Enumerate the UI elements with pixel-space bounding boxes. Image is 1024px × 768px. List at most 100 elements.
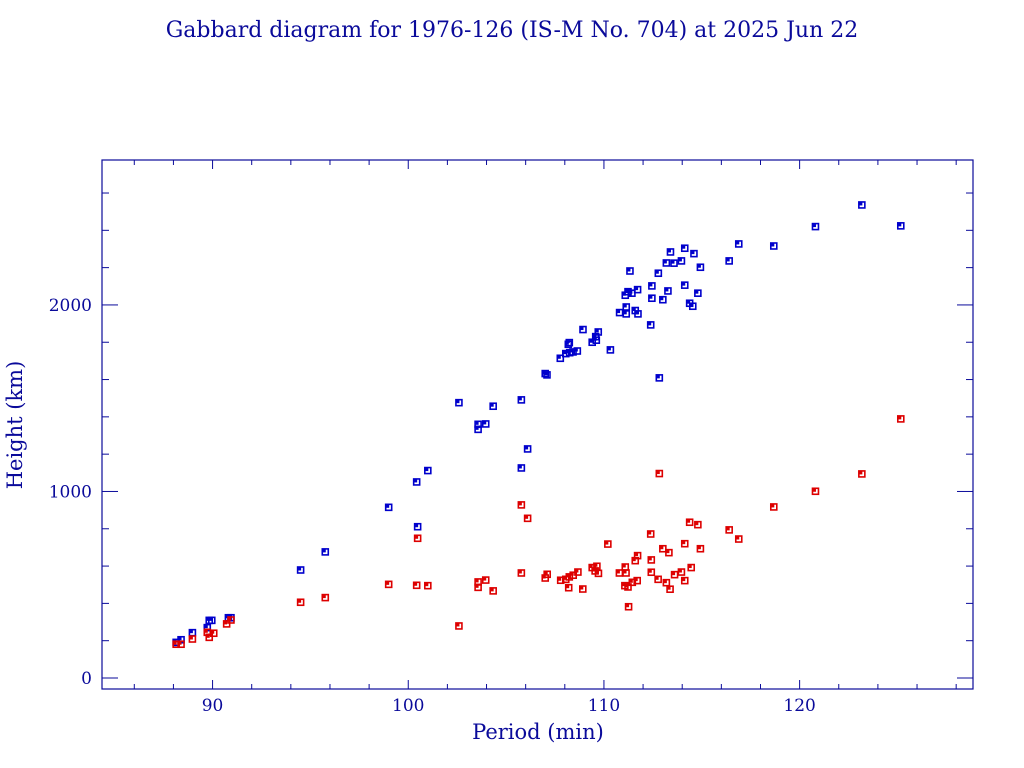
data-point-mark [322,549,326,553]
data-point [523,445,532,453]
data-point [474,425,482,434]
data-point [725,257,733,265]
data-point-mark [682,245,686,249]
data-point-mark [623,570,627,574]
data-point [222,620,231,628]
data-point [412,478,421,486]
y-tick-label: 1000 [49,482,92,502]
data-point [685,518,694,527]
data-point [594,569,603,578]
data-point-mark [456,400,460,404]
data-point [680,244,689,253]
data-point-mark [635,287,639,291]
data-point [648,282,656,290]
data-point-mark [557,355,561,359]
data-point-mark [570,349,574,353]
data-point-mark [483,577,487,581]
data-point-mark [695,290,699,294]
data-point-mark [595,570,599,574]
data-point-mark [625,289,629,293]
data-point [654,269,663,278]
data-point-mark [695,522,699,526]
data-point [424,466,432,475]
data-point-mark [660,297,664,301]
data-point [209,629,218,638]
data-point-mark [697,264,701,268]
data-point-mark [189,636,193,640]
data-point-mark [490,588,494,592]
data-point [648,294,656,303]
data-point [564,583,573,592]
data-point-mark [224,621,228,625]
data-point [543,570,551,579]
data-point-mark [518,570,522,574]
data-point-mark [623,304,627,308]
data-point [556,354,565,363]
data-point [622,310,631,318]
data-point-mark [456,623,460,627]
data-point-mark [589,339,593,343]
data-point-mark [665,288,669,292]
data-point [517,501,526,509]
data-point-mark [649,283,653,287]
data-point [811,487,820,496]
data-point-mark [667,586,671,590]
data-point [634,310,642,318]
data-point-mark [567,350,571,354]
data-point-mark [415,535,419,539]
data-point-mark [629,290,633,294]
data-point-mark [228,617,232,621]
data-point-mark [475,421,479,425]
data-point [517,569,526,577]
data-point-mark [697,546,701,550]
data-point [696,263,705,272]
data-point [680,539,689,548]
data-point-mark [386,504,390,508]
data-point-mark [663,580,667,584]
x-axis-label: Period (min) [472,720,604,744]
data-point-mark [414,582,418,586]
data-point-mark [726,258,730,262]
data-point-mark [656,471,660,475]
x-tick-label: 110 [588,696,620,716]
data-point-mark [518,465,522,469]
data-point-mark [672,572,676,576]
data-point [665,548,673,557]
data-point [694,520,702,529]
data-point-mark [667,249,671,253]
y-tick-label: 0 [81,669,92,689]
data-point [481,576,490,584]
data-point [633,576,642,585]
data-point-mark [627,268,631,272]
data-point-mark [415,524,419,528]
data-point [561,349,570,358]
data-point [592,336,601,344]
data-point [455,398,463,407]
data-point [424,581,432,590]
data-point [624,602,633,611]
data-point-mark [622,583,626,587]
data-point [523,514,532,523]
data-point-mark [209,617,213,621]
data-point-mark [475,584,479,588]
data-point-mark [648,322,652,326]
data-point-mark [211,630,215,634]
data-point [296,598,305,607]
data-point-mark [648,531,652,535]
data-point-mark [563,576,567,580]
data-point [769,503,778,511]
data-point [628,578,637,587]
data-point [626,267,634,275]
data-point-mark [736,241,740,245]
data-point [207,616,216,625]
data-point [543,371,551,379]
data-point [655,469,664,478]
data-point [811,222,820,231]
data-point [677,568,686,576]
data-point-mark [682,541,686,545]
data-point [858,201,866,209]
data-point-mark [616,570,620,574]
data-point-mark [648,569,652,573]
data-point-mark [595,329,599,333]
data-point [384,580,393,589]
